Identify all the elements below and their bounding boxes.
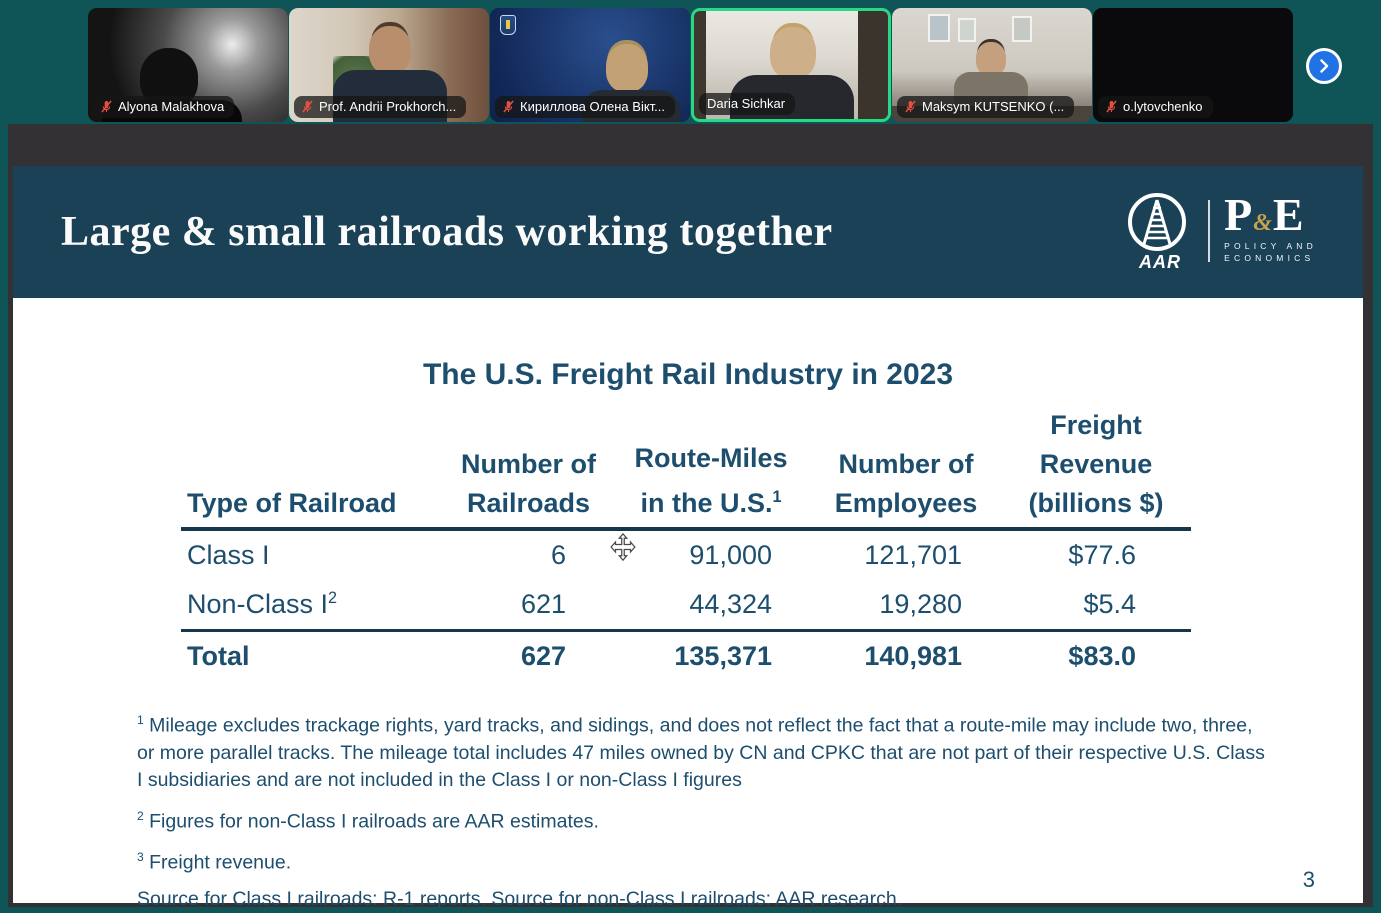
logo-letter-e: E <box>1272 189 1304 241</box>
participant-name-tag: Prof. Andrii Prokhorch... <box>294 96 467 118</box>
participant-silhouette <box>770 27 816 79</box>
next-participants-button[interactable] <box>1306 48 1342 84</box>
muted-mic-icon <box>302 100 313 113</box>
video-tile-daria-sichkar-active-speaker[interactable]: Daria Sichkar <box>691 8 891 122</box>
logo-ampersand: & <box>1253 209 1272 236</box>
screen-share-panel: Large & small railroads working together… <box>8 124 1373 910</box>
muted-mic-icon <box>905 100 916 113</box>
video-tile-o-lytovchenko[interactable]: o.lytovchenko <box>1093 8 1293 122</box>
video-tile-alyona-malakhova[interactable]: Alyona Malakhova <box>88 8 288 122</box>
table-header-row: Type of Railroad Number of Railroads Rou… <box>181 406 1191 531</box>
logo-subtitle-line2: ECONOMICS <box>1224 253 1315 264</box>
table-row-total: Total 627 135,371 140,981 $83.0 <box>187 641 1136 671</box>
table-row-class-i: Class I 6 91,000 121,701 $77.6 <box>187 540 1136 570</box>
footnote-2: 2 Figures for non-Class I railroads are … <box>137 808 599 833</box>
table-title: The U.S. Freight Rail Industry in 2023 <box>422 358 954 391</box>
presentation-slide: Large & small railroads working together… <box>13 166 1363 910</box>
slide-page-number: 3 <box>1302 867 1315 892</box>
participant-name: o.lytovchenko <box>1123 99 1203 114</box>
participant-name: Maksym KUTSENKO (... <box>922 99 1065 114</box>
university-emblem <box>500 15 516 35</box>
aar-pe-logo: AAR P & E POLICY AND ECONOMICS <box>1120 190 1317 272</box>
col-header-freight-revenue: Freight Revenue (billions $) <box>1028 410 1164 518</box>
slide-title: Large & small railroads working together <box>61 209 833 255</box>
background-wall <box>858 11 888 119</box>
footnotes: 1 Mileage excludes trackage rights, yard… <box>137 707 1265 913</box>
chevron-right-icon <box>1320 59 1329 73</box>
footnote-1: 1 Mileage excludes trackage rights, yard… <box>137 713 1265 791</box>
svg-text:AAR: AAR <box>1138 252 1181 272</box>
participant-name-tag: o.lytovchenko <box>1098 96 1213 118</box>
wall-picture-frame <box>928 14 950 42</box>
wall-picture-frame <box>1012 16 1032 42</box>
participant-name-tag: Кириллова Олена Вікт... <box>495 96 676 118</box>
background-wall <box>694 11 706 119</box>
industry-table: Type of Railroad Number of Railroads Rou… <box>181 406 1191 681</box>
col-header-number-of-railroads: Number of Railroads <box>461 449 596 518</box>
video-tile-kirillova-olena[interactable]: Кириллова Олена Вікт... <box>490 8 690 122</box>
move-cursor-icon <box>610 532 636 562</box>
table-row-non-class-i: Non-Class I2 621 44,324 19,280 $5.4 <box>181 580 1191 632</box>
participant-silhouette <box>369 26 411 74</box>
col-header-number-of-employees: Number of Employees <box>834 449 978 518</box>
participant-name: Alyona Malakhova <box>118 99 225 114</box>
participant-name-tag: Maksym KUTSENKO (... <box>897 96 1075 118</box>
source-note: Source for Class I railroads: R-1 report… <box>137 887 903 910</box>
col-header-type-of-railroad: Type of Railroad <box>187 488 397 518</box>
muted-mic-icon <box>1106 100 1117 113</box>
participant-name-tag: Daria Sichkar <box>699 93 796 115</box>
participant-name: Prof. Andrii Prokhorch... <box>319 99 457 114</box>
policy-economics-logo: P & E POLICY AND ECONOMICS <box>1224 189 1317 264</box>
slide-header: Large & small railroads working together… <box>13 166 1363 298</box>
slide-body: The U.S. Freight Rail Industry in 2023 T… <box>13 358 1363 913</box>
participant-name-tag: Alyona Malakhova <box>93 96 235 118</box>
participant-name: Кириллова Олена Вікт... <box>520 99 666 114</box>
footnote-3: 3 Freight revenue. <box>137 850 292 874</box>
participant-name: Daria Sichkar <box>707 96 786 111</box>
video-tile-maksym-kutsenko[interactable]: Maksym KUTSENKO (... <box>892 8 1092 122</box>
logo-divider <box>1208 200 1211 262</box>
muted-mic-icon <box>101 100 112 113</box>
aar-railroad-logo-icon: AAR <box>1128 193 1187 272</box>
wall-picture-frame <box>958 18 976 42</box>
participant-silhouette <box>606 44 648 92</box>
logo-letter-p: P <box>1224 189 1253 241</box>
participant-video-strip: Alyona Malakhova Prof. Andrii Prokhorch.… <box>88 8 1293 122</box>
muted-mic-icon <box>503 100 514 113</box>
logo-subtitle-line1: POLICY AND <box>1224 241 1317 252</box>
col-header-route-miles: Route-Miles in the U.S.1 <box>634 443 788 518</box>
video-tile-andrii-prokhorchenko[interactable]: Prof. Andrii Prokhorch... <box>289 8 489 122</box>
participant-silhouette <box>976 42 1006 76</box>
